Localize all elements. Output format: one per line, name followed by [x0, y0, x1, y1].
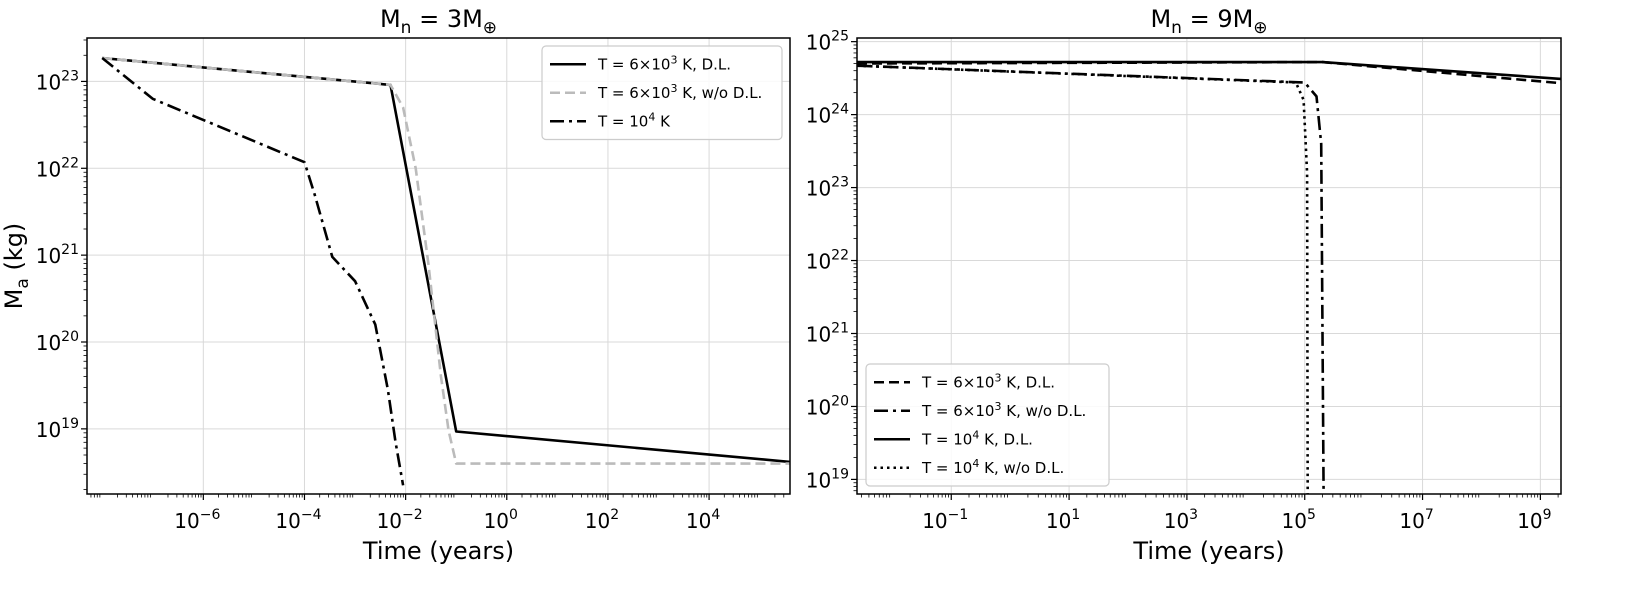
y-tick-label: 1024 [806, 102, 849, 128]
x-tick-label: 103 [1164, 507, 1198, 533]
x-tick-label: 107 [1399, 507, 1433, 533]
x-axis-label: Time (years) [362, 537, 514, 565]
x-tick-label: 10−1 [922, 507, 968, 533]
y-axis-label: Ma (kg) [0, 223, 33, 310]
legend: T = 6×103 K, D.L. T = 6×103 K, w/o D.L. T … [865, 363, 1110, 487]
chart-title: Mn = 9M⊕ [1150, 5, 1267, 38]
legend-label-3: T = 104 K [597, 110, 671, 130]
series-group [857, 60, 1561, 494]
series-line-3 [857, 60, 1561, 81]
y-tick-label: 1019 [806, 466, 849, 492]
series-line-3 [101, 56, 405, 486]
series-line-2 [102, 56, 790, 465]
series-line-2 [857, 64, 1325, 494]
y-tick-label: 1023 [806, 175, 849, 201]
x-tick-label: 105 [1282, 507, 1316, 533]
y-tick-label: 1022 [36, 155, 79, 181]
series-line-4 [857, 64, 1309, 494]
legend-label-3: T = 104 K, D.L. [921, 428, 1033, 448]
legend-box [541, 45, 783, 141]
y-tick-label: 1022 [806, 248, 849, 274]
legend: T = 6×103 K, D.L. T = 6×103 K, w/o D.L. T … [541, 45, 783, 141]
y-tick-label: 1020 [806, 393, 849, 419]
x-tick-label: 101 [1046, 507, 1080, 533]
y-tick-label: 1019 [36, 416, 79, 442]
y-tick-label: 1023 [36, 68, 79, 94]
chart-title: Mn = 3M⊕ [380, 5, 497, 38]
y-tick-label: 1025 [806, 29, 849, 55]
legend-label-2: T = 6×103 K, w/o D.L. [597, 82, 762, 102]
x-tick-label: 109 [1517, 507, 1551, 533]
legend-label-4: T = 104 K, w/o D.L. [921, 457, 1064, 477]
x-tick-label: 10−6 [174, 507, 220, 533]
legend-label-1: T = 6×103 K, D.L. [597, 53, 731, 73]
chart-right-panel: 10−1 101 103 105 107 109 1019 1020 1021 1022 1023 1… [806, 5, 1562, 565]
x-tick-label: 10−4 [275, 507, 321, 533]
y-tick-label: 1021 [806, 320, 849, 346]
legend-label-1: T = 6×103 K, D.L. [921, 371, 1055, 391]
x-tick-label: 10−2 [377, 507, 423, 533]
y-tick-label: 1021 [36, 242, 79, 268]
y-tick-label: 1020 [36, 329, 79, 355]
grid [857, 38, 1561, 494]
plot-frame [86, 37, 791, 495]
x-axis-label: Time (years) [1132, 537, 1284, 565]
chart-left-panel: 10−6 10−4 10−2 100 102 104 1019 1020 1021 1022 102… [0, 5, 791, 565]
x-tick-label: 104 [686, 507, 720, 533]
legend-label-2: T = 6×103 K, w/o D.L. [921, 400, 1086, 420]
plot-frame [856, 37, 1562, 495]
legend-box [865, 363, 1110, 487]
series-group [101, 56, 790, 486]
x-tick-label: 102 [585, 507, 619, 533]
x-tick-label: 100 [484, 507, 518, 533]
